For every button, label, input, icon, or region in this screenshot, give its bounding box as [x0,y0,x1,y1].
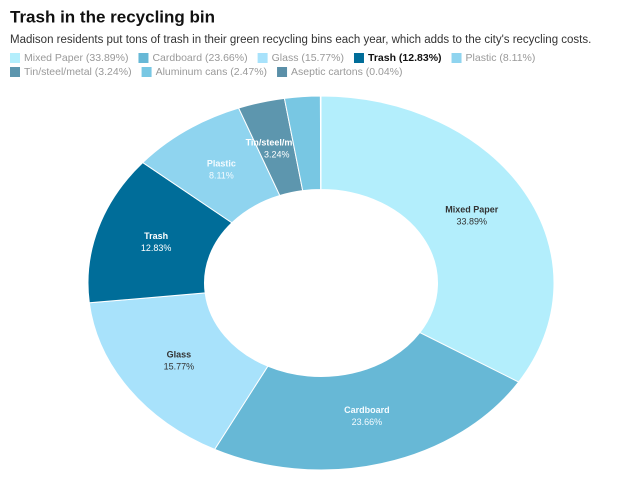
legend-label: Aluminum cans (2.47%) [156,66,267,78]
legend-swatch [451,53,462,63]
legend-label: Trash (12.83%) [368,52,442,64]
chart-subtitle: Madison residents put tons of trash in t… [10,34,591,46]
slice-value: 12.83% [141,243,172,253]
donut-slice [88,292,269,451]
slice-label: Plastic [207,158,236,168]
legend-swatch [10,67,20,77]
slice-value: 3.24% [264,150,290,160]
legend-label: Cardboard (23.66%) [152,52,247,64]
slice-value: 33.89% [457,216,488,226]
slice-label: Glass [167,350,192,360]
slice-value: 23.66% [352,417,383,427]
legend-label: Glass (15.77%) [272,52,344,64]
slice-label: Cardboard [344,405,390,415]
chart-title: Trash in the recycling bin [10,7,215,26]
legend-swatch [257,53,268,63]
slice-label: Trash [144,231,168,241]
legend-label: Plastic (8.11%) [466,52,536,64]
slice-label: Tin/steel/metal [246,138,308,148]
slice-value: 8.11% [209,170,234,180]
slice-value: 15.77% [164,362,195,372]
legend-label: Mixed Paper (33.89%) [24,52,128,64]
donut-slice [319,95,322,191]
legend-label: Aseptic cartons (0.04%) [291,66,402,78]
donut-slice [320,95,555,383]
legend-label: Tin/steel/metal (3.24%) [24,66,132,78]
slice-label: Mixed Paper [445,204,499,214]
legend-swatch [141,67,152,77]
legend-swatch [277,67,288,77]
donut-slice [213,331,520,471]
legend-swatch [10,53,20,63]
legend-swatch [138,53,149,63]
legend-swatch [353,53,364,63]
